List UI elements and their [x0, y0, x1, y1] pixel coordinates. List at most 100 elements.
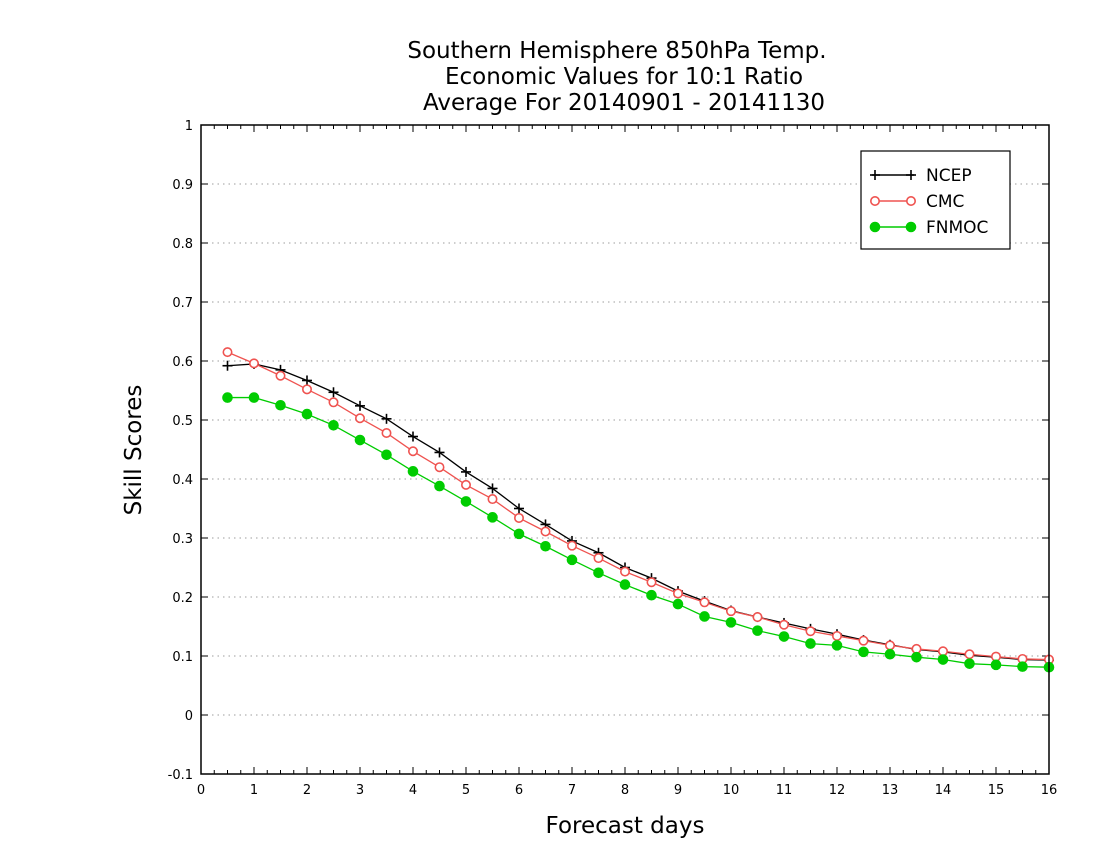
data-point-fnmoc: [407, 466, 419, 477]
legend-marker-cmc: [869, 196, 880, 207]
data-point-cmc: [487, 494, 498, 505]
data-point-cmc: [249, 358, 260, 369]
legend-box: [860, 150, 1011, 250]
x-axis-title: Forecast days: [546, 813, 705, 839]
plot-frame: [200, 124, 1050, 775]
x-tick-label: 12: [829, 783, 846, 798]
data-point-cmc: [672, 588, 683, 599]
x-tick-label: 9: [674, 783, 682, 798]
data-point-ncep: [355, 400, 365, 411]
data-point-fnmoc: [513, 528, 525, 540]
y-tick-label: 0.8: [172, 237, 193, 252]
data-point-cmc: [990, 651, 1001, 662]
legend-label-ncep: NCEP: [926, 166, 972, 186]
y-tick-label: 0.4: [172, 473, 193, 488]
data-point-ncep: [434, 447, 445, 458]
data-point-fnmoc: [434, 480, 445, 492]
data-point-cmc: [222, 347, 233, 358]
x-tick-label: 7: [568, 783, 576, 798]
x-tick-label: 6: [515, 783, 523, 798]
series-layer: [222, 347, 1055, 673]
data-point-fnmoc: [964, 658, 975, 669]
x-tick-label: 2: [303, 783, 311, 798]
chart-title-line-2: Economic Values for 10:1 Ratio: [445, 64, 803, 90]
data-point-ncep: [222, 360, 233, 371]
x-tick-label: 16: [1041, 783, 1058, 798]
data-point-fnmoc: [725, 617, 737, 628]
y-axis-title: Skill Scores: [121, 385, 147, 516]
legend-marker-cmc: [905, 196, 916, 207]
data-point-cmc: [434, 462, 445, 473]
data-point-fnmoc: [937, 654, 949, 665]
data-point-cmc: [646, 577, 657, 588]
data-point-fnmoc: [275, 399, 286, 411]
data-point-cmc: [752, 612, 763, 623]
x-tick-label: 4: [409, 783, 417, 798]
legend: NCEP CMC FNMOC: [860, 150, 1011, 250]
data-point-cmc: [513, 512, 524, 523]
data-point-fnmoc: [566, 554, 578, 566]
data-point-fnmoc: [752, 625, 763, 636]
y-tick-label: 0.6: [172, 355, 193, 370]
data-point-fnmoc: [778, 631, 790, 642]
data-point-cmc: [884, 640, 895, 651]
series-line-cmc: [227, 351, 1050, 661]
data-point-ncep: [302, 375, 312, 386]
data-point-fnmoc: [487, 512, 498, 523]
data-point-fnmoc: [646, 589, 657, 601]
legend-label-cmc: CMC: [926, 192, 964, 212]
data-point-fnmoc: [858, 646, 869, 658]
data-point-fnmoc: [222, 392, 233, 403]
data-point-cmc: [778, 619, 789, 630]
x-tick-label: 13: [882, 783, 899, 798]
legend-marker-fnmoc: [905, 221, 917, 233]
legend-marker-fnmoc: [869, 221, 881, 233]
series-line-ncep: [227, 363, 1050, 661]
y-tick-label: 0.5: [172, 414, 193, 429]
data-point-cmc: [858, 635, 869, 646]
x-tick-label: 0: [197, 783, 205, 798]
data-point-fnmoc: [381, 449, 392, 461]
grid-lines: [201, 183, 1049, 716]
y-tick-label: 0.3: [172, 532, 193, 547]
data-point-fnmoc: [248, 392, 260, 403]
data-point-cmc: [460, 479, 471, 490]
data-point-ncep: [328, 387, 339, 398]
data-point-fnmoc: [593, 567, 604, 579]
legend-item-cmc: CMC: [869, 192, 964, 212]
y-tick-label: 0: [185, 709, 193, 724]
data-point-cmc: [301, 384, 312, 395]
data-point-fnmoc: [831, 640, 843, 651]
data-point-cmc: [407, 446, 418, 457]
data-point-cmc: [566, 540, 577, 551]
data-point-ncep: [514, 503, 524, 514]
data-point-fnmoc: [699, 611, 710, 622]
axis-ticks: -0.100.10.20.30.40.50.60.70.80.910 1 2 3 4 5 6…: [168, 119, 1058, 798]
y-tick-label: 0.2: [172, 591, 193, 606]
data-point-fnmoc: [911, 651, 922, 663]
data-point-fnmoc: [1017, 661, 1028, 672]
series-fnmoc: [222, 392, 1055, 673]
x-tick-label: 1: [250, 783, 258, 798]
chart-title-line-3: Average For 20140901 - 20141130: [423, 90, 825, 116]
data-point-cmc: [354, 413, 365, 424]
data-point-ncep: [381, 413, 392, 424]
y-tick-label: 0.9: [172, 178, 193, 193]
x-tick-label: 11: [776, 783, 793, 798]
x-tick-label: 10: [723, 783, 740, 798]
x-tick-label: 8: [621, 783, 629, 798]
legend-item-ncep: NCEP: [870, 166, 972, 186]
chart-title: Southern Hemisphere 850hPa Temp. Economi…: [407, 38, 826, 116]
legend-item-fnmoc: FNMOC: [869, 218, 988, 238]
data-point-fnmoc: [328, 420, 339, 431]
legend-marker-ncep: [870, 170, 880, 180]
x-tick-label: 5: [462, 783, 470, 798]
y-tick-label: 0.1: [172, 650, 193, 665]
data-point-cmc: [328, 397, 339, 408]
data-point-fnmoc: [884, 648, 896, 660]
data-point-fnmoc: [354, 434, 366, 446]
data-point-fnmoc: [672, 598, 684, 610]
x-tick-label: 14: [935, 783, 952, 798]
data-point-fnmoc: [540, 540, 551, 552]
